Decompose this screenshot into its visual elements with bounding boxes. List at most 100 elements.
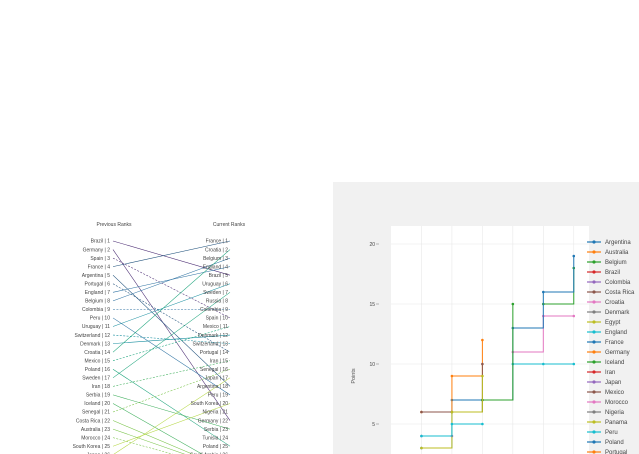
previous-rank-label: Costa Rica | 22 — [76, 418, 110, 424]
current-rank-label: France | 1 — [206, 239, 229, 245]
legend-label: Nigeria — [605, 410, 625, 416]
current-rank-label: Sweden | 7 — [203, 290, 228, 296]
data-point — [481, 422, 484, 426]
previous-rank-label: Colombia | 9 — [82, 307, 110, 313]
current-rank-label: Mexico | 11 — [203, 324, 228, 330]
legend-marker — [592, 300, 596, 304]
legend-label: Portugal — [605, 450, 627, 454]
points-chart-panel: 5 10 15 20 Points Argentina Australia Belgium… — [333, 182, 639, 454]
data-point — [542, 362, 545, 366]
legend-marker — [592, 340, 596, 344]
previous-rank-label: Senegal | 21 — [82, 410, 110, 416]
legend-marker — [592, 330, 596, 334]
rank-change-line — [112, 257, 231, 319]
previous-rank-label: Germany | 2 — [83, 247, 111, 253]
legend-label: Denmark — [605, 310, 630, 316]
previous-rank-label: Uruguay | 11 — [82, 324, 110, 330]
previous-rank-label: France | 4 — [88, 264, 111, 270]
legend-marker — [592, 310, 596, 314]
current-rank-label: Argentina | 18 — [197, 384, 228, 390]
legend-label: Morocco — [605, 400, 629, 406]
previous-rank-label: Denmark | 13 — [80, 341, 110, 347]
previous-rank-label: South Korea | 25 — [73, 444, 111, 450]
current-rank-label: Portugal | 14 — [200, 350, 228, 356]
data-point — [572, 314, 576, 318]
legend-marker — [592, 270, 596, 274]
data-point — [511, 302, 515, 306]
rank-change-line — [112, 334, 231, 344]
rank-change-line — [112, 240, 231, 267]
previous-rank-label: Croatia | 14 — [84, 350, 110, 356]
previous-rank-label: Switzerland | 12 — [75, 333, 111, 339]
current-rank-label: South Korea | 20 — [191, 401, 229, 407]
plot-area — [391, 226, 589, 454]
rank-change-line — [112, 428, 186, 454]
data-point — [542, 290, 545, 294]
data-point — [450, 422, 454, 426]
legend-label: Iceland — [605, 360, 624, 366]
current-rank-label: Colombia | 9 — [200, 307, 228, 313]
legend-label: Belgium — [605, 260, 627, 266]
current-rank-label: Belgium | 3 — [203, 256, 228, 262]
data-point — [420, 434, 423, 438]
current-rank-label: Croatia | 2 — [205, 247, 228, 253]
legend-marker — [592, 420, 596, 424]
rank-change-line — [112, 240, 231, 276]
rank-slope-chart: Previous Ranks Current Ranks Brazil | 1 G… — [73, 222, 246, 454]
legend-label: Egypt — [605, 320, 621, 326]
rank-change-line — [112, 360, 231, 387]
legend-marker — [592, 280, 596, 284]
series-line — [512, 315, 574, 353]
legend-marker — [592, 390, 596, 394]
y-tick-label: 15 — [369, 302, 375, 308]
rank-change-line — [112, 368, 231, 413]
rank-change-line — [112, 317, 231, 396]
current-rank-label: Switzerland | 13 — [193, 341, 229, 347]
legend-marker — [592, 360, 596, 364]
legend-marker — [592, 400, 596, 404]
legend-label: Panama — [605, 420, 628, 426]
current-rank-label: Uruguay | 6 — [202, 281, 228, 287]
current-rank-label: Spain | 10 — [206, 316, 229, 322]
points-step-chart: 5 10 15 20 Points Argentina Australia Belgium… — [351, 226, 635, 454]
rank-change-line — [112, 420, 193, 454]
rank-change-line — [112, 394, 231, 430]
previous-rank-label: Belgium | 8 — [85, 299, 110, 305]
legend-marker — [592, 260, 596, 264]
current-rank-label: Nigeria | 21 — [203, 410, 229, 416]
current-rank-label: Denmark | 12 — [198, 333, 228, 339]
data-point — [481, 362, 484, 366]
previous-rank-label: Portugal | 6 — [85, 281, 111, 287]
previous-rank-label: Brazil | 1 — [91, 239, 111, 245]
data-point — [481, 338, 484, 342]
data-point — [481, 374, 484, 378]
current-rank-label: Serbia | 23 — [204, 427, 228, 433]
previous-rank-label: Peru | 10 — [90, 316, 110, 322]
rank-change-line — [112, 257, 231, 302]
legend-label: Costa Rica — [605, 290, 635, 296]
previous-ranks-title: Previous Ranks — [96, 222, 132, 228]
previous-rank-label: Australia | 23 — [81, 427, 110, 433]
series-line — [421, 423, 483, 437]
data-point — [420, 446, 423, 450]
previous-rank-label: Iceland | 20 — [84, 401, 110, 407]
legend-marker — [592, 320, 596, 324]
y-tick-label: 10 — [369, 362, 375, 368]
previous-rank-label: Morocco | 24 — [81, 435, 110, 441]
rank-change-line — [112, 283, 231, 353]
current-rank-label: Russia | 8 — [206, 299, 228, 305]
current-rank-label: Iran | 15 — [210, 358, 228, 364]
current-rank-label: Saudi Arabia | 26 — [190, 452, 228, 454]
legend-label: Argentina — [605, 240, 631, 246]
legend-label: Poland — [605, 440, 624, 446]
rank-change-line — [112, 369, 231, 447]
legend-label: Germany — [605, 350, 630, 356]
current-rank-label: Senegal | 16 — [200, 367, 228, 373]
current-rank-label: Brazil | 5 — [209, 273, 229, 279]
current-rank-label: Germany | 22 — [198, 418, 228, 424]
current-rank-label: Peru | 19 — [208, 393, 228, 399]
current-rank-label: Poland | 25 — [203, 444, 228, 450]
current-rank-label: England | 4 — [203, 264, 228, 270]
rank-change-line — [112, 283, 231, 327]
legend-label: Croatia — [605, 300, 625, 306]
